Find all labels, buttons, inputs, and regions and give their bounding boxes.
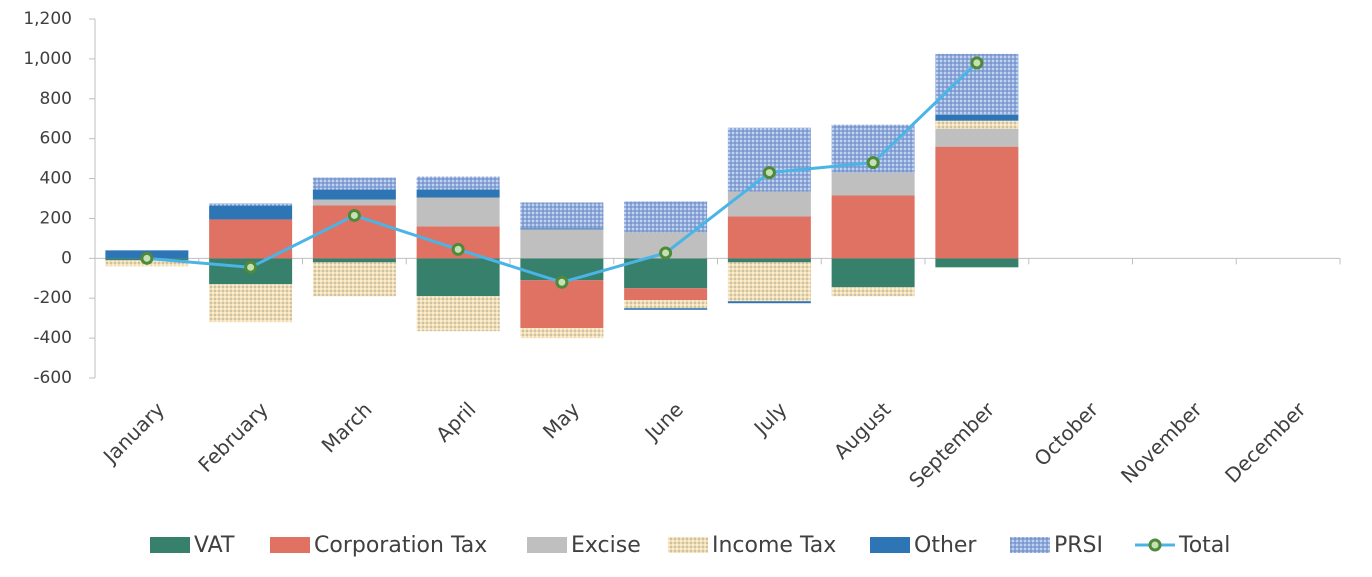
bar	[312, 189, 396, 200]
x-tick-label: June	[639, 397, 688, 446]
legend-label: Excise	[571, 533, 641, 558]
bar	[312, 258, 396, 263]
bar	[727, 258, 811, 263]
bar	[416, 176, 500, 190]
bar	[935, 146, 1019, 259]
x-tick-label: April	[431, 397, 480, 446]
bar	[209, 203, 293, 206]
line-marker	[347, 208, 361, 222]
legend-label: Income Tax	[712, 533, 836, 558]
y-tick-label: 200	[40, 208, 72, 228]
x-tick-label: October	[1029, 397, 1103, 471]
x-tick-label: November	[1116, 397, 1207, 488]
y-tick-label: 400	[40, 169, 72, 189]
legend-swatch	[870, 537, 910, 553]
bar	[416, 189, 500, 198]
y-tick-label: -200	[33, 288, 72, 308]
bar	[935, 114, 1019, 121]
bar	[727, 216, 811, 259]
bar	[624, 300, 708, 309]
line-marker	[140, 251, 154, 265]
legend-swatch	[150, 537, 190, 553]
bar	[831, 287, 915, 297]
x-tick-label: February	[193, 397, 273, 477]
line-marker	[866, 156, 880, 170]
bar	[520, 228, 604, 230]
bar	[520, 202, 604, 229]
line-marker	[244, 260, 258, 274]
bar	[520, 328, 604, 339]
x-tick-label: March	[317, 397, 377, 457]
bar	[831, 195, 915, 259]
bar	[935, 128, 1019, 147]
bar	[935, 258, 1019, 268]
bar	[312, 177, 396, 190]
bar	[416, 197, 500, 227]
bar	[727, 262, 811, 302]
y-tick-label: 0	[61, 248, 72, 268]
y-tick-label: 1,200	[23, 9, 72, 29]
bar	[624, 308, 708, 310]
legend-label: Corporation Tax	[314, 533, 487, 558]
bar	[209, 205, 293, 220]
bar	[727, 127, 811, 192]
bar	[935, 120, 1019, 129]
line-marker	[762, 166, 776, 180]
bar	[624, 258, 708, 289]
bar	[209, 284, 293, 323]
bar	[624, 201, 708, 233]
legend-label: Other	[914, 533, 977, 558]
bar	[312, 199, 396, 206]
line-marker	[451, 242, 465, 256]
bar	[727, 301, 811, 304]
bar	[624, 288, 708, 301]
legend-label: Total	[1178, 533, 1230, 558]
bar	[831, 258, 915, 288]
legend-swatch	[1010, 537, 1050, 553]
x-tick-label: January	[97, 397, 169, 469]
legend-swatch	[668, 537, 708, 553]
bar	[416, 296, 500, 332]
x-tick-label: July	[748, 397, 792, 441]
legend-swatch	[1148, 538, 1162, 552]
y-tick-label: 800	[40, 89, 72, 109]
bar	[520, 229, 604, 259]
y-tick-label: -400	[33, 328, 72, 348]
line-marker	[555, 275, 569, 289]
y-tick-label: 600	[40, 129, 72, 149]
x-tick-label: August	[829, 397, 896, 464]
y-tick-label: -600	[33, 368, 72, 388]
x-tick-label: May	[538, 397, 584, 443]
legend-swatch	[527, 537, 567, 553]
legend-label: VAT	[194, 533, 235, 558]
bar	[416, 258, 500, 297]
legend-label: PRSI	[1054, 533, 1103, 558]
x-tick-label: September	[904, 397, 1000, 493]
line-marker	[659, 246, 673, 260]
bar	[312, 262, 396, 297]
line-marker	[970, 56, 984, 70]
x-tick-label: December	[1220, 397, 1311, 488]
legend-swatch	[270, 537, 310, 553]
bar	[831, 172, 915, 196]
y-tick-label: 1,000	[23, 49, 72, 69]
